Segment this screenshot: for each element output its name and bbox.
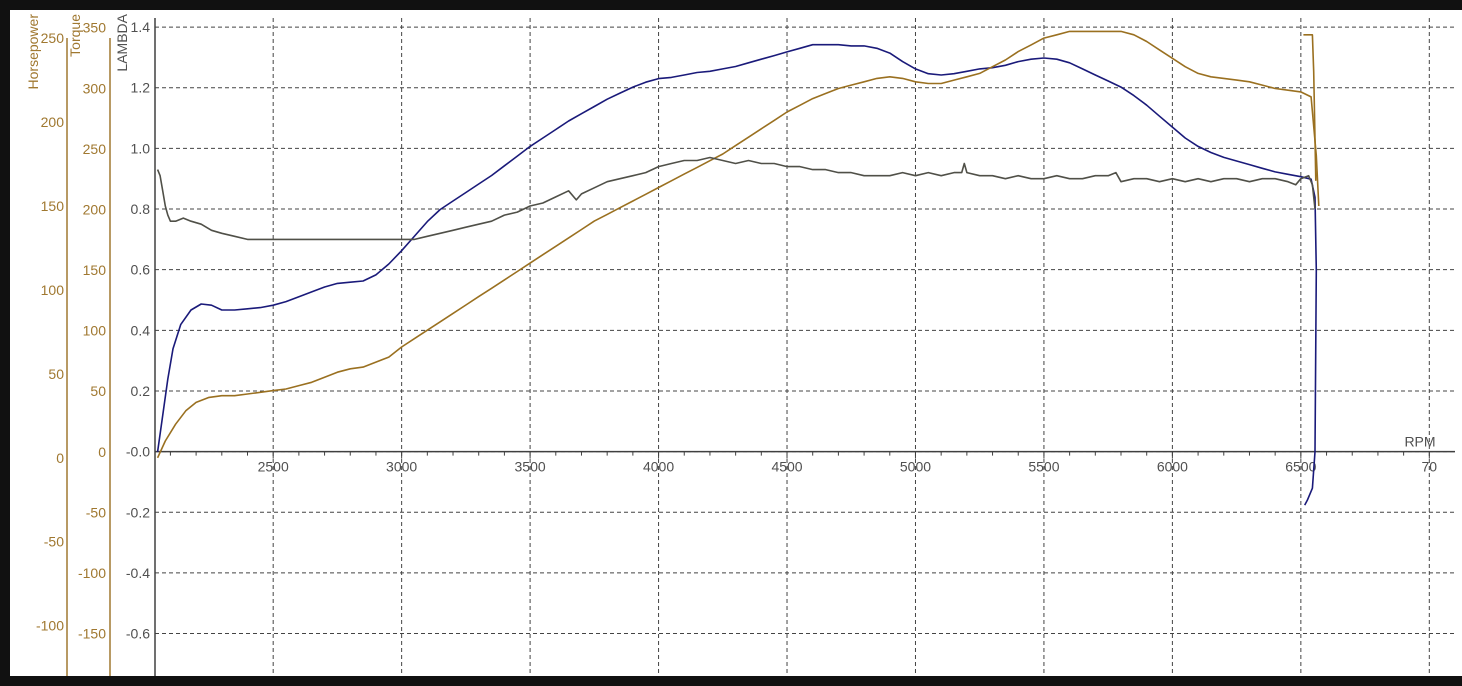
hp-tick-label: 150	[41, 198, 65, 214]
horsepower-axis-label: Horsepower	[25, 14, 41, 90]
lambda-tick-label: 1.2	[131, 80, 151, 96]
lambda-tick-label: 0.6	[131, 262, 151, 278]
grid	[155, 18, 1455, 676]
torque-tick-label: 250	[83, 141, 107, 157]
torque-axis-label: Torque	[67, 14, 83, 57]
torque-tick-label: 300	[83, 80, 107, 96]
x-tick-label: 3000	[386, 459, 417, 475]
x-tick-label: 6000	[1157, 459, 1188, 475]
lambda-tick-label: 1.0	[131, 140, 151, 156]
hp-tick-label: 250	[41, 30, 65, 46]
axes	[67, 18, 1455, 676]
hp-tick-label: 100	[41, 282, 65, 298]
lambda-tick-label: -0.0	[126, 444, 150, 460]
x-tick-label: 70	[1422, 459, 1438, 475]
lambda-tick-label: -0.2	[126, 504, 150, 520]
lambda-tick-label: 0.2	[131, 383, 151, 399]
torque-tick-label: 50	[90, 383, 106, 399]
x-tick-label: 5500	[1028, 459, 1059, 475]
x-tick-label: 4000	[643, 459, 674, 475]
hp-tick-label: 50	[48, 366, 64, 382]
hp-tick-label: 200	[41, 114, 65, 130]
series	[158, 31, 1319, 505]
hp-series-line-1	[158, 31, 1319, 457]
torque-tick-label: -150	[78, 626, 106, 642]
lambda-tick-label: 1.4	[131, 19, 151, 35]
x-tick-label: 2500	[258, 459, 289, 475]
x-tick-label: 6500	[1285, 459, 1316, 475]
torque-tick-label: 200	[83, 201, 107, 217]
torque-tick-label: 350	[83, 20, 107, 36]
x-tick-label: 4500	[771, 459, 802, 475]
hp-tick-label: 0	[56, 450, 64, 466]
lambda-tick-label: -0.6	[126, 626, 150, 642]
torque-tick-label: -100	[78, 565, 106, 581]
lambda-axis-label: LAMBDA	[114, 13, 130, 71]
rpm-axis-label: RPM	[1404, 434, 1435, 450]
x-tick-label: 5000	[900, 459, 931, 475]
torque-tick-label: 0	[98, 444, 106, 460]
hp-series-line-2	[1303, 35, 1315, 181]
lambda-tick-label: 0.4	[131, 322, 151, 338]
x-tick-label: 3500	[515, 459, 546, 475]
hp-tick-label: -50	[44, 534, 64, 550]
torque-tick-label: -50	[86, 504, 106, 520]
dyno-chart: 2500 3000 3500 4000 4500 5000 5500 6000 6500 7025…	[10, 10, 1462, 676]
lambda-tick-label: 0.8	[131, 201, 151, 217]
hp-tick-label: -100	[36, 618, 64, 634]
torque-series-line-0	[158, 45, 1317, 505]
torque-tick-label: 150	[83, 262, 107, 278]
torque-tick-label: 100	[83, 323, 107, 339]
lambda-series-line-3	[158, 158, 1315, 240]
lambda-tick-label: -0.4	[126, 565, 150, 581]
